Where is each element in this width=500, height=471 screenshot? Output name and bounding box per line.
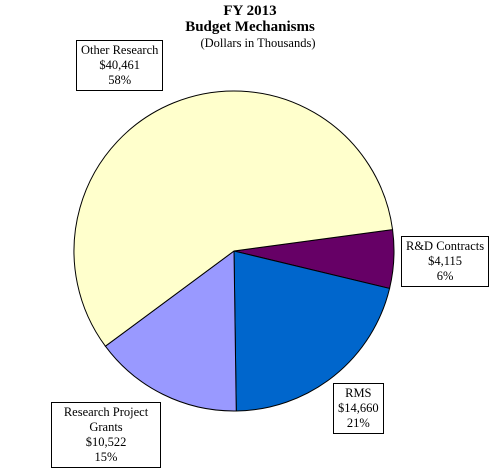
label-other-research-name: Other Research: [81, 43, 159, 57]
label-rpg-percent: 15%: [94, 450, 118, 464]
label-rpg-value: $10,522: [85, 435, 127, 449]
slice-research-project-grants: [104, 250, 237, 412]
label-rd-contracts-name: R&D Contracts: [406, 239, 485, 253]
label-other-research: Other Research $40,461 58%: [76, 40, 164, 91]
label-rd-contracts-percent: 6%: [436, 269, 454, 283]
chart-units-note: (Dollars in Thousands): [200, 36, 316, 50]
chart-title: FY 2013: [223, 3, 277, 19]
label-rms-name: RMS: [345, 386, 372, 400]
label-research-project-grants: Research Project Grants $10,522 15%: [51, 402, 161, 468]
label-rpg-name: Research Project Grants: [63, 405, 149, 434]
label-rms-percent: 21%: [346, 416, 370, 430]
chart-title-block: FY 2013 Budget Mechanisms (Dollars in Th…: [0, 3, 500, 51]
label-rms-value: $14,660: [338, 401, 379, 415]
slice-rms: [233, 250, 391, 412]
label-other-research-percent: 58%: [108, 73, 132, 87]
label-rd-contracts-value: $4,115: [428, 254, 463, 268]
slice-other-research: [73, 90, 394, 347]
chart-subtitle: Budget Mechanisms: [185, 19, 315, 35]
label-other-research-value: $40,461: [99, 58, 141, 72]
label-rms: RMS $14,660 21%: [333, 383, 384, 434]
label-rd-contracts: R&D Contracts $4,115 6%: [401, 236, 490, 287]
